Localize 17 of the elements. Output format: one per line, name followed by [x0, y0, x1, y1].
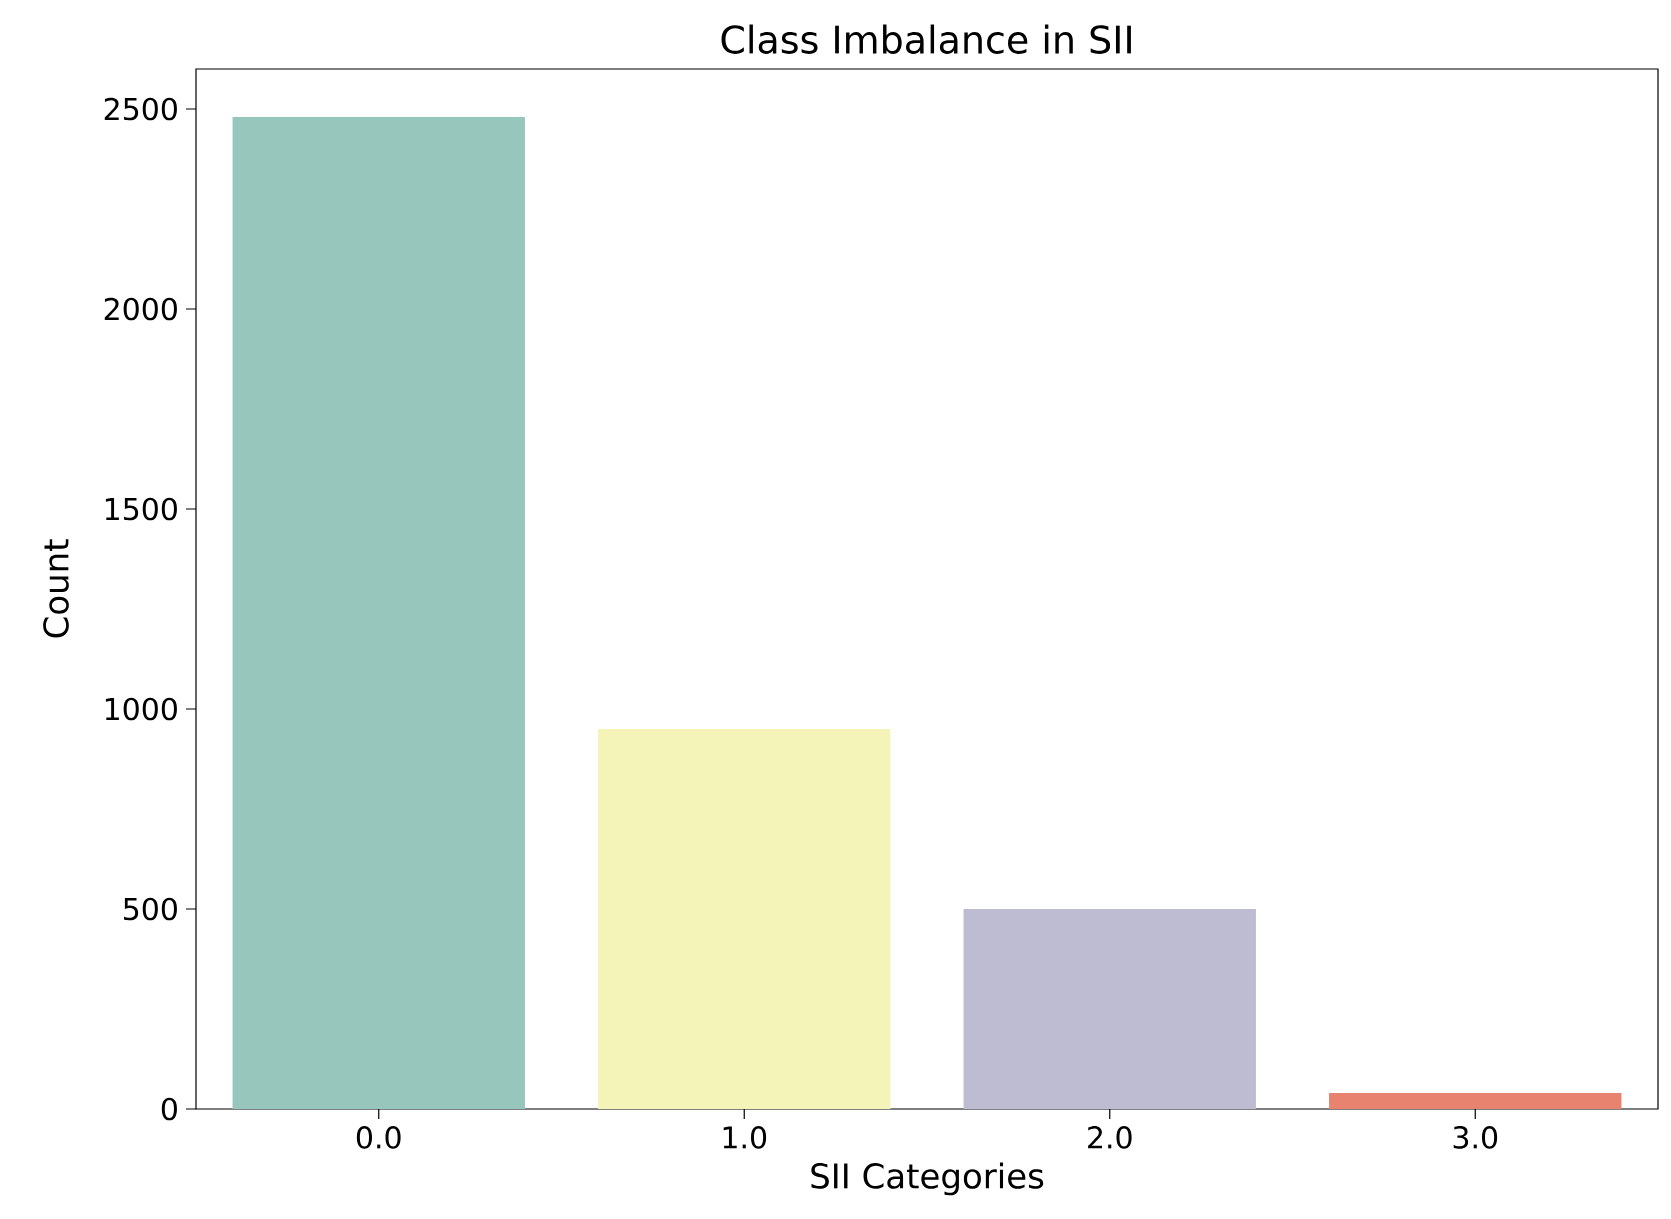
x-tick-label: 2.0	[1088, 1126, 1132, 1149]
bar	[1329, 1092, 1622, 1109]
y-tick-label: 1500	[105, 497, 177, 521]
y-axis-title: Count	[43, 539, 69, 638]
y-tick-label: 1000	[105, 697, 177, 721]
chart-title: Class Imbalance in SII	[721, 24, 1131, 54]
x-tick-label: 3.0	[1453, 1126, 1498, 1149]
x-axis-title: SII Categories	[811, 1162, 1044, 1196]
x-tick-label: 0.0	[356, 1126, 401, 1149]
y-tick-label: 0	[161, 1097, 177, 1121]
bar	[598, 728, 891, 1109]
y-tick-label: 500	[123, 897, 177, 921]
x-tick-label: 1.0	[723, 1126, 767, 1149]
bar	[232, 116, 525, 1109]
bar	[963, 908, 1256, 1109]
y-tick-label: 2000	[104, 297, 177, 321]
y-tick-label: 2500	[104, 97, 177, 121]
